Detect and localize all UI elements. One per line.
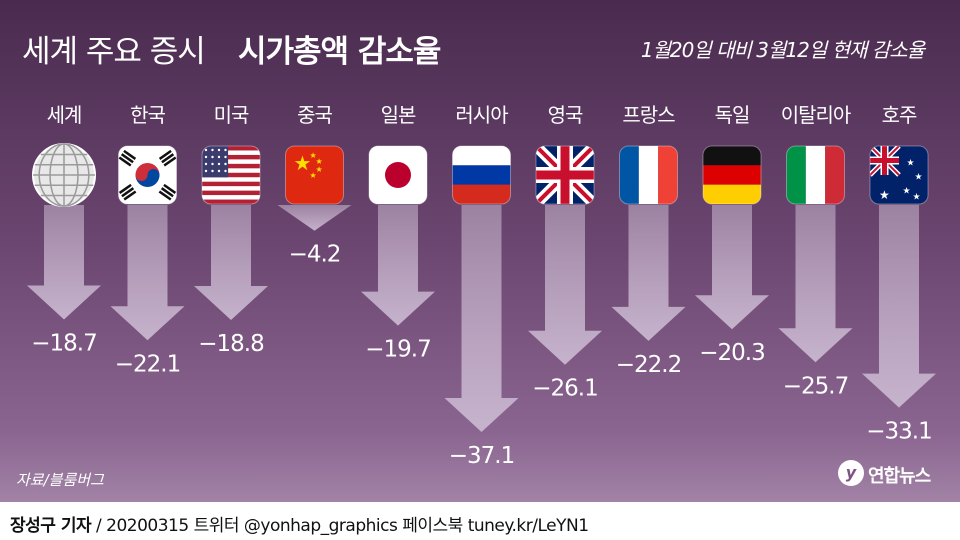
arrow-bar-10 — [862, 205, 936, 408]
category-label: 이탈리아 — [781, 103, 851, 127]
arrow-bar-8 — [695, 205, 769, 330]
category-label: 영국 — [548, 103, 583, 127]
svg-text:★: ★ — [316, 165, 323, 174]
title-bold: 시가총액 감소율 — [238, 34, 441, 70]
yonhap-logo: y 연합뉴스 — [838, 458, 950, 490]
credit-line: 장성구 기자 / 20200315 트위터 @yonhap_graphics 페… — [10, 511, 589, 536]
reporter-name: 장성구 기자 — [10, 516, 92, 536]
arrow-bar-chart: ★★★★★★★★★★ 세계 한국 미국 중국 일본 러시아 영국 프랑스 독일 이탈리아 호주 −1… — [27, 103, 936, 469]
yonhap-logo-text: 연합뉴스 — [868, 466, 931, 487]
arrow-bar-6 — [528, 205, 602, 365]
yonhap-logo-icon: y — [838, 460, 864, 486]
russia-flag-icon — [452, 145, 511, 205]
germany-flag-icon — [702, 145, 762, 205]
svg-text:★: ★ — [310, 151, 317, 160]
arrow-bar-0 — [27, 205, 101, 320]
svg-text:★: ★ — [879, 188, 890, 202]
arrow-bar-7 — [611, 205, 686, 341]
value-label: −19.7 — [365, 337, 430, 363]
category-label: 한국 — [130, 103, 165, 127]
value-label: −18.8 — [198, 331, 264, 357]
category-label: 세계 — [47, 103, 82, 127]
arrow-bar-9 — [778, 205, 853, 363]
svg-text:★: ★ — [316, 157, 323, 166]
category-label: 일본 — [381, 103, 416, 127]
france-flag-icon — [619, 145, 678, 205]
usa-flag-icon — [201, 145, 261, 205]
uk-flag-icon — [535, 145, 595, 205]
category-label: 프랑스 — [622, 103, 675, 127]
svg-text:★: ★ — [915, 173, 923, 183]
source-note: 자료/블룸버그 — [16, 471, 104, 489]
credit-footer: 장성구 기자 / 20200315 트위터 @yonhap_graphics 페… — [0, 502, 960, 540]
credit-details: / 20200315 트위터 @yonhap_graphics 페이스북 tun… — [91, 516, 589, 536]
svg-text:★: ★ — [310, 171, 317, 180]
arrow-bar-5 — [444, 205, 519, 433]
arrow-bar-3 — [277, 205, 352, 231]
arrow-bar-4 — [361, 205, 435, 326]
value-label: −22.2 — [616, 352, 681, 378]
australia-flag-icon: ★★★★★ — [869, 145, 929, 205]
value-label: −37.1 — [449, 443, 514, 469]
svg-text:★: ★ — [903, 187, 911, 197]
value-label: −25.7 — [783, 373, 848, 399]
value-label: −20.3 — [699, 340, 764, 366]
category-label: 러시아 — [455, 103, 508, 127]
category-label: 미국 — [214, 103, 249, 127]
svg-text:★: ★ — [907, 159, 915, 169]
category-label: 독일 — [715, 103, 750, 127]
value-label: −33.1 — [866, 419, 931, 445]
value-label: −22.1 — [115, 351, 180, 377]
svg-text:★: ★ — [913, 193, 921, 203]
arrow-bar-1 — [110, 205, 185, 341]
south-korea-flag-icon — [118, 145, 177, 205]
value-label: −4.2 — [289, 242, 341, 268]
subtitle: 1월20일 대비 3월12일 현재 감소율 — [640, 38, 925, 62]
category-label: 중국 — [297, 103, 332, 127]
china-flag-icon: ★★★★★ — [285, 145, 344, 205]
arrow-bar-2 — [194, 205, 268, 321]
category-label: 호주 — [882, 103, 917, 127]
japan-flag-icon — [368, 145, 428, 205]
value-label: −18.7 — [31, 330, 96, 356]
value-label: −26.1 — [532, 376, 597, 402]
globe-icon — [32, 143, 96, 207]
italy-flag-icon — [786, 145, 845, 205]
svg-text:★: ★ — [294, 151, 312, 175]
title-regular: 세계 주요 증시 — [22, 34, 206, 70]
